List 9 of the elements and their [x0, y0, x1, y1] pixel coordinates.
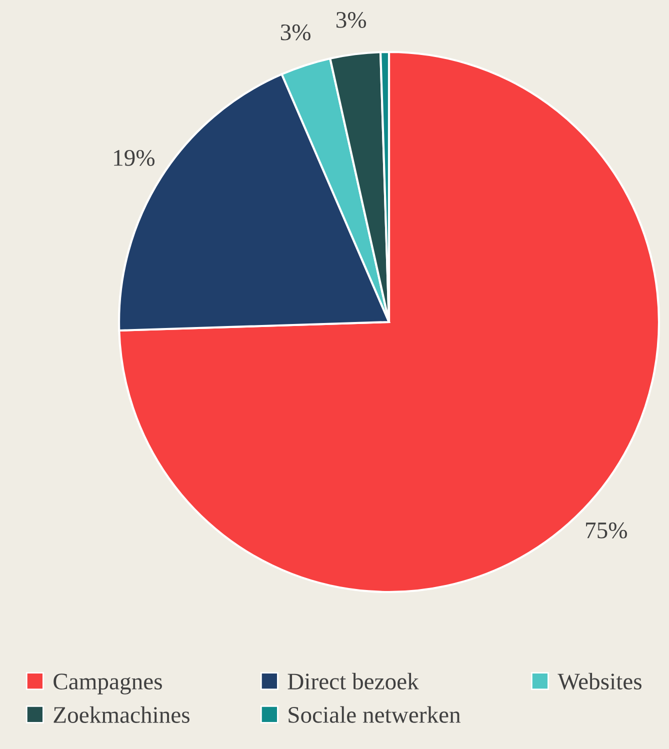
data-label: 19%: [114, 150, 155, 166]
data-label: 3%: [336, 12, 366, 28]
data-label: 75%: [586, 522, 627, 538]
data-label: 3%: [280, 24, 310, 40]
legend-label: Direct bezoek: [288, 672, 419, 690]
legend-label: Websites: [558, 672, 642, 690]
legend-label: Campagnes: [54, 674, 162, 694]
legend-label: Sociale netwerken: [288, 706, 460, 723]
legend-label: Zoekmachines: [54, 706, 190, 723]
